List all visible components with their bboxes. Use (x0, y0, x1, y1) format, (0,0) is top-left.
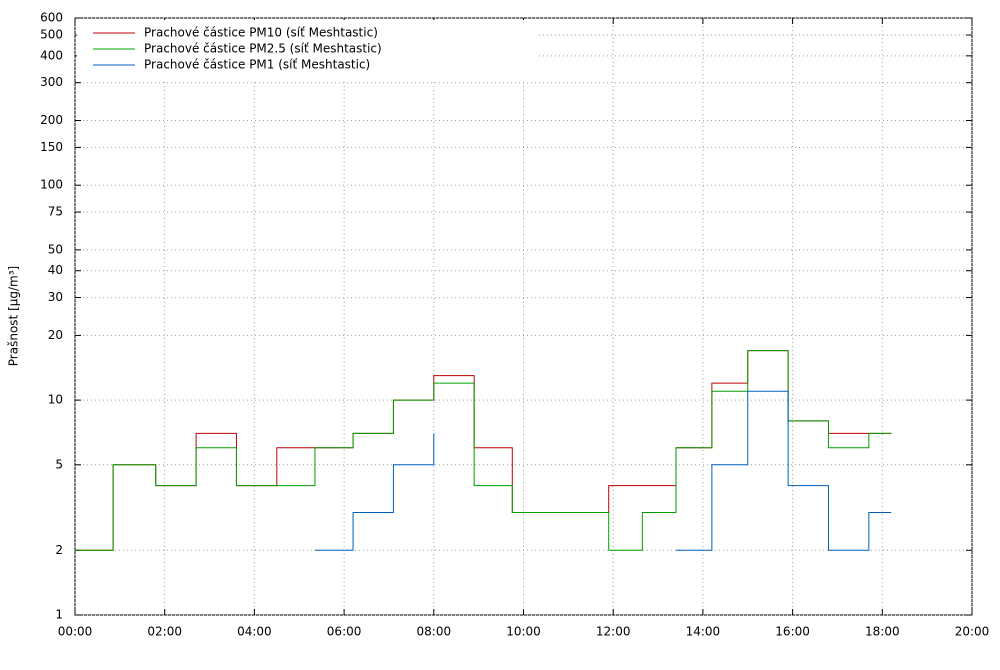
legend-label: Prachové částice PM1 (síť Meshtastic) (144, 58, 370, 72)
legend-label: Prachové částice PM2.5 (síť Meshtastic) (144, 42, 382, 56)
y-tick-label: 10 (48, 393, 63, 407)
x-tick-label: 10:00 (506, 625, 541, 639)
y-tick-label: 1 (55, 608, 63, 622)
grid (74, 17, 973, 616)
legend-box (77, 20, 537, 80)
legend-label: Prachové částice PM10 (síť Meshtastic) (144, 26, 378, 40)
y-tick-label: 200 (40, 113, 63, 127)
y-tick-label: 100 (40, 178, 63, 192)
series-line (314, 390, 892, 551)
y-tick-label: 20 (48, 328, 63, 342)
x-tick-label: 00:00 (58, 625, 93, 639)
y-axis-label: Prašnost [µg/m³] (7, 266, 21, 366)
y-tick-label: 40 (48, 263, 63, 277)
y-tick-label: 5 (55, 457, 63, 471)
x-tick-label: 08:00 (417, 625, 452, 639)
y-tick-label: 30 (48, 290, 63, 304)
y-tick-label: 150 (40, 140, 63, 154)
x-tick-label: 18:00 (865, 625, 900, 639)
y-tick-label: 50 (48, 242, 63, 256)
y-tick-label: 2 (55, 543, 63, 557)
y-tick-label: 300 (40, 75, 63, 89)
x-tick-label: 02:00 (147, 625, 182, 639)
y-tick-label: 500 (40, 28, 63, 42)
series-line (75, 350, 892, 551)
y-tick-label: 600 (40, 11, 63, 25)
x-tick-label: 04:00 (237, 625, 272, 639)
x-tick-label: 20:00 (955, 625, 990, 639)
y-tick-label: 75 (48, 205, 63, 219)
plot-frame (74, 17, 973, 616)
series-line (75, 350, 892, 551)
x-tick-label: 16:00 (775, 625, 810, 639)
x-tick-label: 06:00 (327, 625, 362, 639)
y-tick-label: 400 (40, 48, 63, 62)
x-tick-label: 12:00 (596, 625, 631, 639)
x-tick-label: 14:00 (686, 625, 721, 639)
